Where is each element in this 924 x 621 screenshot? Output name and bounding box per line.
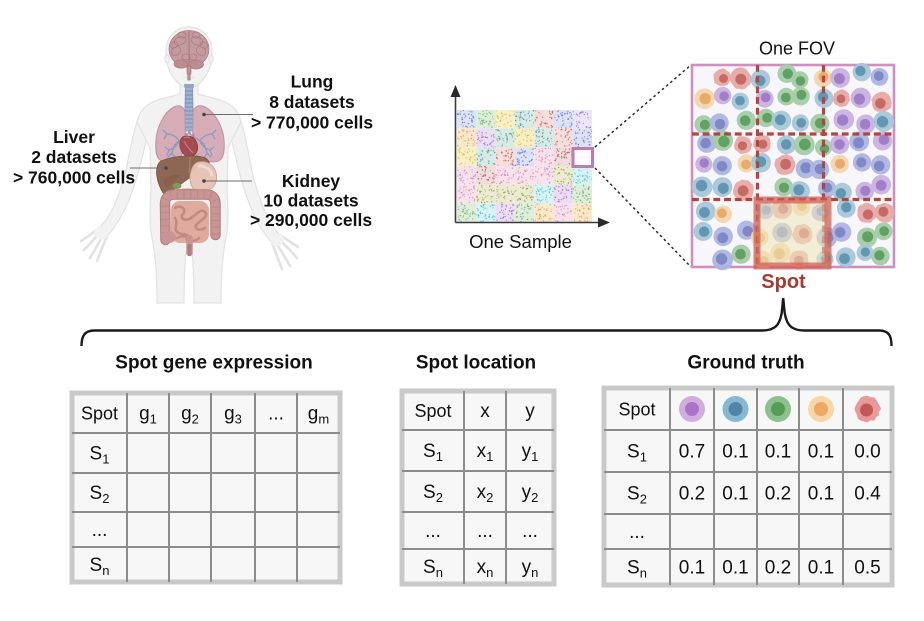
svg-text:0.1: 0.1 [679, 558, 705, 579]
svg-text:Spot: Spot [414, 401, 451, 421]
svg-text:...: ... [477, 521, 493, 542]
svg-text:0.1: 0.1 [722, 484, 748, 505]
svg-text:0.1: 0.1 [722, 558, 748, 579]
svg-text:> 770,000 cells: > 770,000 cells [251, 113, 373, 133]
svg-text:Lung: Lung [291, 71, 334, 91]
svg-text:0.1: 0.1 [808, 442, 834, 463]
svg-text:0.0: 0.0 [854, 442, 880, 463]
svg-text:Ground truth: Ground truth [687, 353, 804, 374]
svg-text:> 290,000 cells: > 290,000 cells [250, 210, 372, 230]
svg-text:0.2: 0.2 [765, 484, 791, 505]
svg-text:0.4: 0.4 [854, 484, 881, 505]
svg-text:...: ... [522, 521, 538, 542]
svg-text:One FOV: One FOV [759, 39, 835, 59]
svg-text:x: x [480, 401, 490, 422]
svg-text:Spot: Spot [81, 404, 118, 424]
svg-text:One Sample: One Sample [469, 231, 572, 252]
svg-text:Liver: Liver [53, 127, 95, 147]
svg-text:...: ... [629, 522, 645, 543]
svg-text:10 datasets: 10 datasets [263, 191, 359, 211]
svg-text:0.1: 0.1 [808, 484, 834, 505]
svg-text:Kidney: Kidney [282, 171, 341, 191]
svg-text:0.5: 0.5 [854, 558, 880, 579]
svg-text:0.1: 0.1 [765, 442, 791, 463]
svg-text:Spot: Spot [761, 271, 806, 293]
svg-text:y: y [525, 401, 535, 422]
svg-text:8 datasets: 8 datasets [269, 92, 355, 112]
svg-text:0.2: 0.2 [765, 558, 791, 579]
svg-text:...: ... [268, 404, 284, 425]
svg-text:...: ... [425, 521, 441, 542]
svg-text:...: ... [92, 520, 108, 541]
svg-text:Spot gene expression: Spot gene expression [115, 353, 312, 374]
svg-text:0.7: 0.7 [679, 442, 705, 463]
svg-text:2 datasets: 2 datasets [31, 147, 117, 167]
svg-text:> 760,000 cells: > 760,000 cells [13, 167, 135, 187]
svg-text:Spot: Spot [618, 400, 655, 420]
svg-text:0.1: 0.1 [808, 558, 834, 579]
svg-text:0.2: 0.2 [679, 484, 705, 505]
svg-text:Spot location: Spot location [416, 353, 536, 374]
svg-text:0.1: 0.1 [722, 442, 748, 463]
